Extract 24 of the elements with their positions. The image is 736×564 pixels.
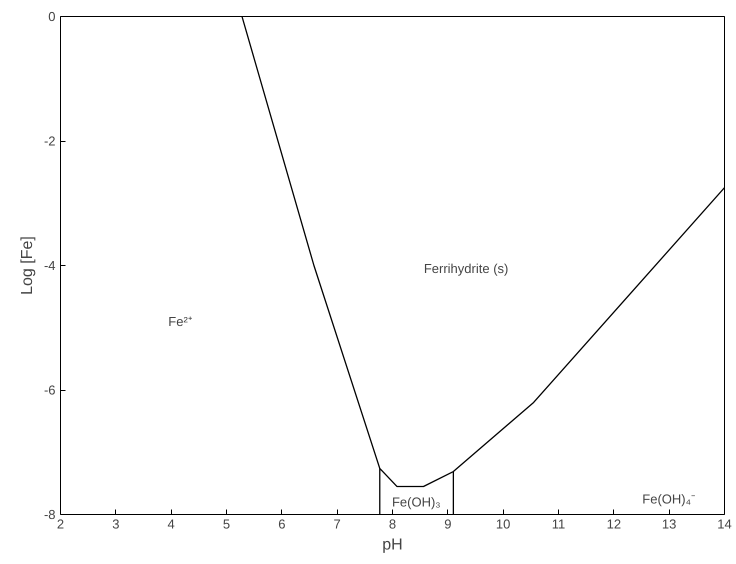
y-tick-label: 0 — [48, 9, 56, 24]
x-tick-label: 9 — [444, 516, 452, 532]
annotation: Fe(OH)₃ — [392, 494, 441, 510]
x-tick-label: 13 — [662, 516, 676, 532]
x-tick-label: 5 — [222, 516, 230, 532]
x-tick-label: 8 — [388, 516, 396, 532]
x-axis-title: pH — [382, 536, 403, 554]
annotation: Fe(OH)₄⁻ — [642, 491, 695, 506]
y-tick-label: -4 — [44, 258, 56, 273]
y-tick-label: -6 — [44, 382, 56, 398]
annotation: Fe²⁺ — [168, 314, 192, 330]
x-tick-label: 6 — [278, 516, 286, 532]
y-tick-label: -8 — [44, 507, 56, 522]
x-tick-label: 14 — [717, 516, 732, 532]
x-tick-label: 11 — [552, 516, 566, 532]
annotation: Ferrihydrite (s) — [424, 261, 508, 276]
x-tick-label: 3 — [112, 516, 120, 532]
y-tick-label: -2 — [44, 134, 56, 148]
y-axis-title: Log [Fe] — [18, 236, 36, 295]
x-tick-label: 10 — [496, 516, 510, 532]
x-tick-label: 12 — [606, 516, 622, 532]
x-tick-label: 2 — [56, 516, 64, 532]
x-tick-label: 7 — [334, 516, 341, 532]
x-tick-label: 4 — [168, 516, 175, 532]
